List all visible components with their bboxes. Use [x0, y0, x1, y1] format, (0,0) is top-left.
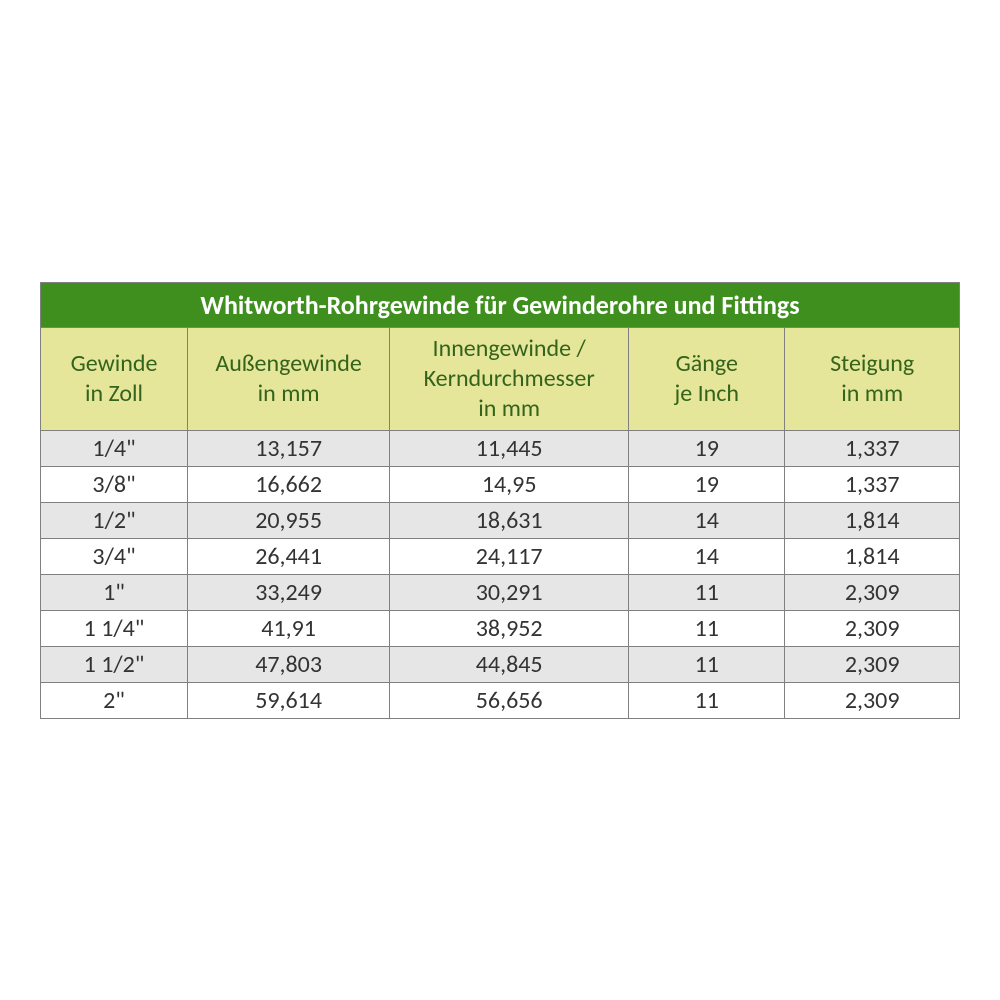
col-header-text: je Inch — [674, 379, 739, 408]
col-header-text: in Zoll — [85, 379, 143, 408]
col-header-text: in mm — [478, 394, 540, 423]
table-cell: 1,337 — [785, 466, 960, 502]
table-title: Whitworth-Rohrgewinde für Gewinderohre u… — [41, 282, 960, 327]
table-cell: 1,814 — [785, 538, 960, 574]
table-cell: 1/2" — [41, 502, 188, 538]
table-cell: 1,337 — [785, 430, 960, 466]
table-row: 1 1/4"41,9138,952112,309 — [41, 610, 960, 646]
table-cell: 11,445 — [390, 430, 629, 466]
table-cell: 1 1/4" — [41, 610, 188, 646]
col-header-text: Innengewinde / — [433, 334, 586, 363]
table-cell: 1,814 — [785, 502, 960, 538]
table-cell: 14,95 — [390, 466, 629, 502]
table-cell: 2,309 — [785, 646, 960, 682]
table-cell: 3/4" — [41, 538, 188, 574]
table-header-row: Gewinde in Zoll Außengewinde in mm Innen… — [41, 327, 960, 430]
table-cell: 41,91 — [188, 610, 390, 646]
table-row: 1/4"13,15711,445191,337 — [41, 430, 960, 466]
table-cell: 2,309 — [785, 574, 960, 610]
table-row: 1/2"20,95518,631141,814 — [41, 502, 960, 538]
table-cell: 1/4" — [41, 430, 188, 466]
table-row: 1"33,24930,291112,309 — [41, 574, 960, 610]
table-row: 2"59,61456,656112,309 — [41, 682, 960, 718]
col-header-text: Gewinde — [71, 349, 158, 378]
table-cell: 30,291 — [390, 574, 629, 610]
table-row: 1 1/2"47,80344,845112,309 — [41, 646, 960, 682]
table-cell: 2,309 — [785, 610, 960, 646]
table-cell: 20,955 — [188, 502, 390, 538]
table-cell: 1 1/2" — [41, 646, 188, 682]
table-cell: 11 — [629, 646, 785, 682]
page-container: Whitworth-Rohrgewinde für Gewinderohre u… — [0, 0, 1000, 1000]
col-header-text: in mm — [258, 379, 320, 408]
table-cell: 3/8" — [41, 466, 188, 502]
table-cell: 26,441 — [188, 538, 390, 574]
table-cell: 11 — [629, 610, 785, 646]
table-body: 1/4"13,15711,445191,3373/8"16,66214,9519… — [41, 430, 960, 718]
table-cell: 19 — [629, 430, 785, 466]
col-header-text: Gänge — [676, 349, 738, 378]
col-header-text: in mm — [841, 379, 903, 408]
table-cell: 2" — [41, 682, 188, 718]
table-cell: 47,803 — [188, 646, 390, 682]
table-cell: 38,952 — [390, 610, 629, 646]
col-header-text: Außengewinde — [215, 349, 361, 378]
table-row: 3/4"26,44124,117141,814 — [41, 538, 960, 574]
col-header-text: Kerndurchmesser — [424, 364, 595, 393]
col-header-gewinde: Gewinde in Zoll — [41, 327, 188, 430]
table-cell: 2,309 — [785, 682, 960, 718]
table-cell: 14 — [629, 502, 785, 538]
col-header-steigung: Steigung in mm — [785, 327, 960, 430]
table-title-row: Whitworth-Rohrgewinde für Gewinderohre u… — [41, 282, 960, 327]
table-cell: 16,662 — [188, 466, 390, 502]
col-header-gaenge: Gänge je Inch — [629, 327, 785, 430]
table-cell: 24,117 — [390, 538, 629, 574]
table-cell: 19 — [629, 466, 785, 502]
table-cell: 11 — [629, 574, 785, 610]
table-cell: 33,249 — [188, 574, 390, 610]
table-row: 3/8"16,66214,95191,337 — [41, 466, 960, 502]
whitworth-table: Whitworth-Rohrgewinde für Gewinderohre u… — [40, 282, 960, 719]
table-cell: 11 — [629, 682, 785, 718]
table-cell: 56,656 — [390, 682, 629, 718]
table-cell: 1" — [41, 574, 188, 610]
table-cell: 59,614 — [188, 682, 390, 718]
table-cell: 13,157 — [188, 430, 390, 466]
table-cell: 44,845 — [390, 646, 629, 682]
table-cell: 18,631 — [390, 502, 629, 538]
col-header-innengewinde: Innengewinde / Kerndurchmesser in mm — [390, 327, 629, 430]
col-header-aussengewinde: Außengewinde in mm — [188, 327, 390, 430]
col-header-text: Steigung — [830, 349, 914, 378]
table-cell: 14 — [629, 538, 785, 574]
